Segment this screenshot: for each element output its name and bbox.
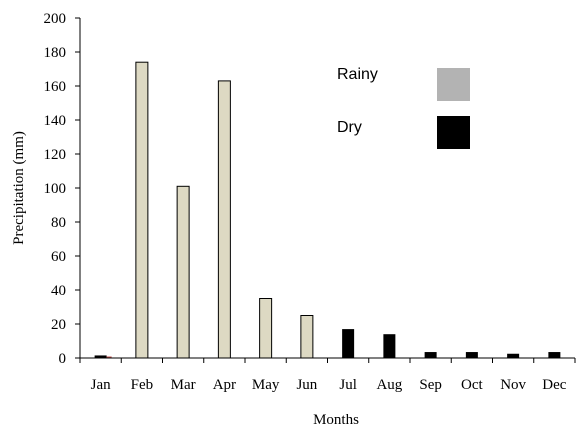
legend-swatch-rainy xyxy=(437,68,470,101)
bar-jan-accent xyxy=(106,356,112,358)
legend: Rainy Dry xyxy=(337,66,470,149)
x-tick-label: Nov xyxy=(500,377,526,393)
x-tick-label: Jan xyxy=(91,377,111,393)
bar-dry-jan xyxy=(94,355,107,358)
x-tick-label: Jun xyxy=(296,377,317,393)
bar-dry-jul xyxy=(342,329,355,358)
bar-dry-aug xyxy=(383,334,396,358)
y-tick-label: 140 xyxy=(44,113,67,129)
y-tick-label: 40 xyxy=(51,283,66,299)
legend-label-rainy: Rainy xyxy=(337,66,378,83)
x-axis-title: Months xyxy=(313,412,359,427)
bar-rainy-feb xyxy=(135,61,149,359)
x-tick-label: Sep xyxy=(419,377,442,393)
x-tick-label: Mar xyxy=(171,377,196,393)
y-tick-label: 100 xyxy=(44,181,67,197)
bars-layer xyxy=(94,61,561,359)
x-tick-label: Oct xyxy=(461,377,483,393)
bar-dry-oct xyxy=(465,352,478,358)
bar-rainy-mar xyxy=(176,185,190,359)
bar-rainy-may xyxy=(259,298,273,359)
x-tick-label: Dec xyxy=(542,377,566,393)
bar-dry-nov xyxy=(507,353,520,358)
y-tick-label: 80 xyxy=(51,215,66,231)
y-tick-label: 0 xyxy=(59,351,67,367)
x-tick-label: Apr xyxy=(213,377,236,393)
y-tick-label: 180 xyxy=(44,45,67,61)
y-ticks: 0 20 40 60 80 100 120 140 160 180 200 xyxy=(44,11,80,367)
x-tick-label: May xyxy=(252,377,280,393)
bar-dry-dec xyxy=(548,352,561,358)
x-ticks: Jan Feb Mar Apr May Jun Jul Aug Sep Oct Nov Dec xyxy=(79,358,576,393)
bar-dry-sep xyxy=(424,352,437,358)
y-tick-label: 60 xyxy=(51,249,66,265)
legend-label-dry: Dry xyxy=(337,119,362,136)
legend-swatch-dry xyxy=(437,116,470,149)
x-tick-label: Jul xyxy=(339,377,357,393)
bar-rainy-apr xyxy=(217,80,231,359)
axes-layer xyxy=(79,18,575,359)
y-tick-label: 120 xyxy=(44,147,67,163)
x-tick-label: Feb xyxy=(131,377,154,393)
y-tick-label: 200 xyxy=(44,11,67,27)
y-axis-title: Precipitation (mm) xyxy=(11,131,27,245)
y-tick-label: 160 xyxy=(44,79,67,95)
bar-rainy-jun xyxy=(300,315,314,359)
y-tick-label: 20 xyxy=(51,317,66,333)
x-tick-label: Aug xyxy=(376,377,402,393)
